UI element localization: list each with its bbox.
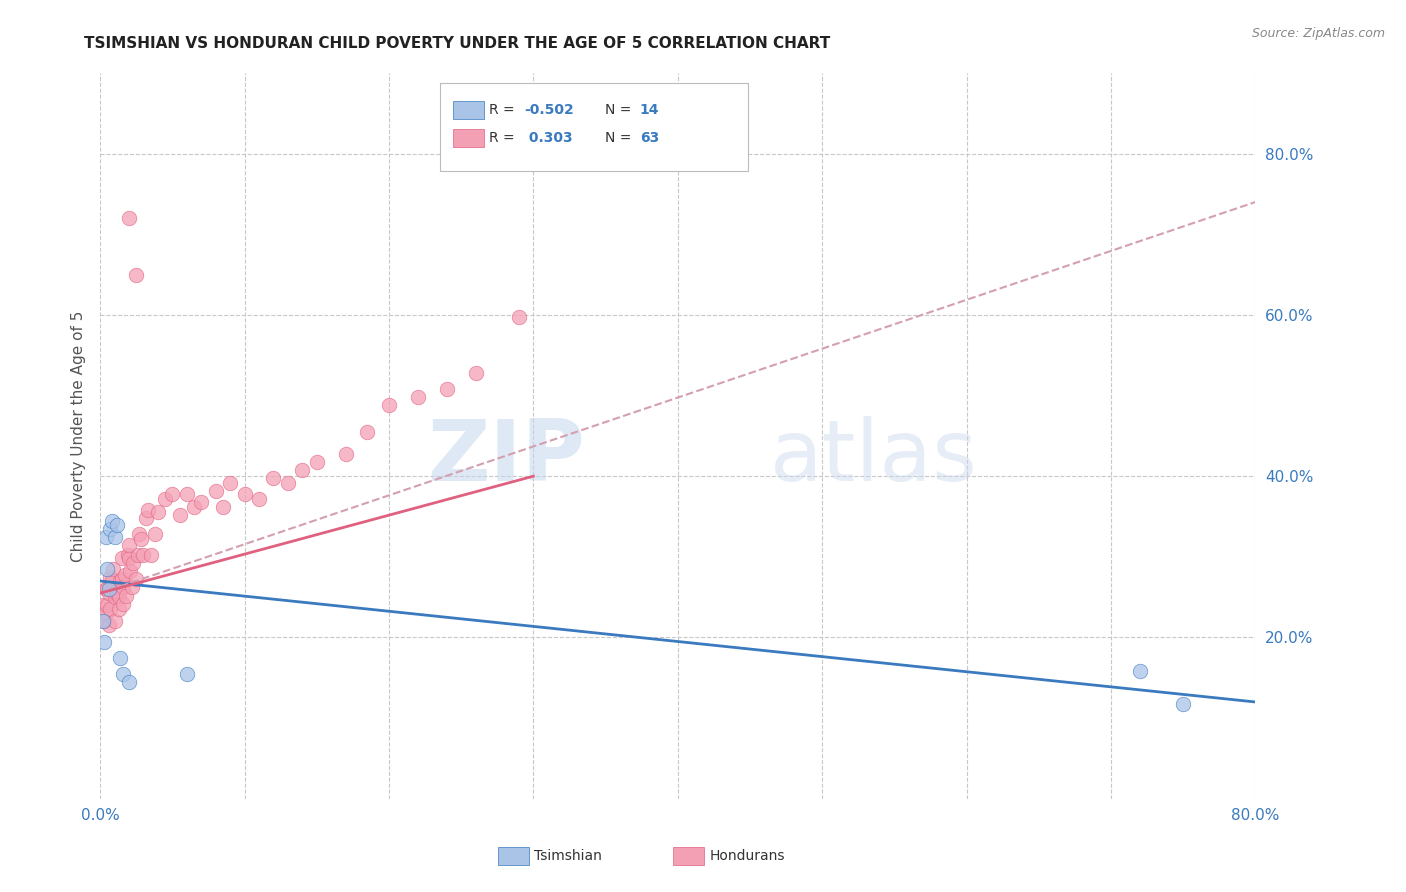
Point: [1129, 665, 1152, 679]
Point: [98, 522, 121, 536]
Point: [115, 589, 138, 603]
Point: [110, 574, 132, 588]
Point: [112, 666, 135, 681]
Point: [508, 310, 530, 324]
Point: [93, 634, 115, 648]
Point: [111, 573, 134, 587]
Point: [98, 602, 121, 616]
Point: [112, 581, 135, 595]
Point: [100, 514, 122, 528]
Point: [129, 532, 152, 546]
Point: [103, 530, 125, 544]
Point: [110, 650, 132, 665]
Point: [135, 511, 157, 525]
Point: [103, 590, 125, 604]
Point: [118, 211, 141, 226]
Point: [464, 366, 486, 380]
Point: [122, 556, 145, 570]
Point: [176, 666, 198, 681]
Point: [146, 506, 169, 520]
Point: [118, 538, 141, 552]
Point: [247, 491, 270, 506]
Text: ZIP: ZIP: [427, 417, 585, 500]
Point: [118, 674, 141, 689]
Point: [107, 583, 129, 598]
Point: [127, 548, 149, 562]
Point: [112, 597, 135, 611]
Point: [436, 382, 458, 396]
Point: [212, 500, 235, 514]
Point: [132, 548, 155, 562]
Point: [94, 582, 117, 596]
Point: [233, 487, 256, 501]
Point: [169, 508, 191, 522]
Point: [153, 491, 176, 506]
Point: [111, 551, 134, 566]
Point: [136, 503, 159, 517]
Point: [335, 447, 357, 461]
Point: [125, 268, 148, 282]
Point: [97, 586, 120, 600]
Point: [98, 570, 121, 584]
Point: [97, 582, 120, 596]
Point: [96, 598, 118, 612]
Point: [117, 548, 139, 562]
Text: 0.303: 0.303: [524, 131, 574, 145]
Point: [204, 483, 226, 498]
Point: [128, 527, 150, 541]
Point: [96, 582, 118, 596]
Point: [139, 548, 162, 562]
Point: [100, 574, 122, 588]
Point: [91, 598, 114, 612]
Text: R =: R =: [489, 103, 519, 117]
Text: 14: 14: [640, 103, 659, 117]
Text: Hondurans: Hondurans: [710, 849, 786, 863]
Point: [91, 615, 114, 629]
Point: [277, 475, 299, 490]
Point: [305, 455, 328, 469]
Point: [162, 487, 184, 501]
Text: -0.502: -0.502: [524, 103, 574, 117]
Point: [101, 562, 124, 576]
Point: [108, 589, 131, 603]
Point: [378, 398, 401, 412]
Text: Tsimshian: Tsimshian: [534, 849, 602, 863]
Text: N =: N =: [605, 103, 636, 117]
Point: [291, 463, 314, 477]
Text: atlas: atlas: [770, 417, 979, 500]
Point: [183, 500, 205, 514]
Point: [93, 615, 115, 629]
Point: [262, 471, 284, 485]
Text: 63: 63: [640, 131, 659, 145]
Point: [190, 495, 212, 509]
Point: [176, 487, 198, 501]
Point: [120, 565, 142, 579]
Point: [356, 425, 378, 439]
Y-axis label: Child Poverty Under the Age of 5: Child Poverty Under the Age of 5: [72, 310, 86, 562]
Text: Source: ZipAtlas.com: Source: ZipAtlas.com: [1251, 27, 1385, 40]
Point: [406, 390, 429, 404]
Point: [114, 567, 136, 582]
Point: [103, 615, 125, 629]
Text: R =: R =: [489, 131, 519, 145]
Point: [121, 581, 143, 595]
Point: [1173, 697, 1195, 711]
Text: TSIMSHIAN VS HONDURAN CHILD POVERTY UNDER THE AGE OF 5 CORRELATION CHART: TSIMSHIAN VS HONDURAN CHILD POVERTY UNDE…: [84, 36, 831, 51]
Point: [125, 573, 148, 587]
Point: [97, 618, 120, 632]
Point: [105, 586, 128, 600]
Point: [94, 607, 117, 621]
Text: N =: N =: [605, 131, 636, 145]
Point: [94, 530, 117, 544]
Point: [96, 562, 118, 576]
Point: [219, 475, 242, 490]
Point: [118, 551, 141, 566]
Point: [108, 602, 131, 616]
Point: [107, 517, 129, 532]
Point: [143, 527, 166, 541]
